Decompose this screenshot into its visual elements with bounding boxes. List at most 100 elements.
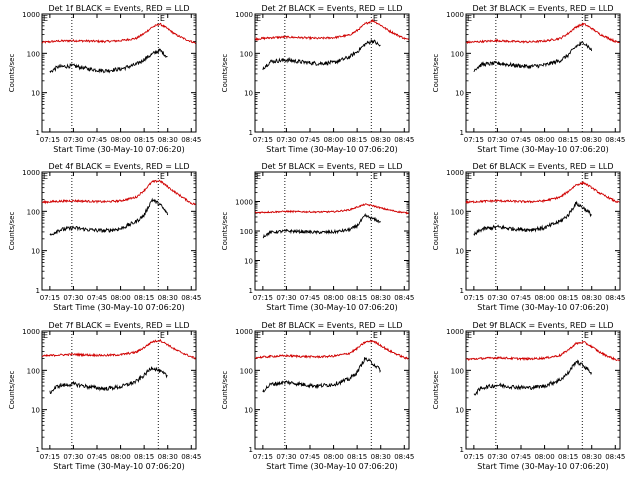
x-tick-label: 07:15 [253,136,273,144]
x-tick-label: 08:30 [371,294,391,302]
panel-title: Det 9f BLACK = Events, RED = LLD [472,321,613,330]
event-marker-label: E [43,14,48,23]
y-axis-label: Counts/sec [8,54,16,93]
event-marker-label: E [584,331,589,340]
panel-det-9: Det 9f BLACK = Events, RED = LLD Counts/s… [432,321,625,471]
x-tick-label: 08:00 [110,136,130,144]
event-marker-label: E [43,172,48,181]
x-tick-label: 08:30 [158,294,178,302]
x-tick-label: 07:30 [63,136,83,144]
x-tick-label: 08:30 [582,453,602,461]
panel-det-3: Det 3f BLACK = Events, RED = LLD Counts/s… [432,4,625,154]
y-tick-label: 10 [31,407,40,415]
x-tick-label: 07:30 [276,294,296,302]
event-marker-label: E [584,14,589,23]
series-lld-red [465,181,620,205]
plot-frame [41,330,197,450]
series-lld-red [41,179,196,206]
y-tick-label: 10 [455,248,464,256]
plot-frame [41,13,197,133]
x-tick-label: 08:00 [323,294,343,302]
y-axis-label: Counts/sec [8,212,16,251]
x-tick-label: 07:45 [87,294,107,302]
x-tick-label: 08:30 [158,453,178,461]
y-tick-label: 1000 [22,328,40,336]
y-tick-label: 1000 [446,169,464,177]
event-marker-label: E [373,331,378,340]
x-tick-label: 08:00 [110,294,130,302]
panel-det-5: Det 5f BLACK = Events, RED = LLD Counts/s… [221,162,414,312]
x-tick-label: 08:00 [110,453,130,461]
series-events-black [473,200,592,236]
series-events-black [262,357,381,393]
event-marker-label: E [584,172,589,181]
x-tick-label: 08:30 [371,453,391,461]
y-tick-label: 100 [451,367,464,375]
x-tick-label: 07:45 [300,136,320,144]
event-marker-label: E [467,331,472,340]
x-tick-label: 08:15 [558,453,578,461]
x-tick-label: 08:15 [134,136,154,144]
x-tick-label: 08:15 [347,294,367,302]
y-tick-label: 1 [249,287,253,295]
x-tick-label: 08:45 [181,294,201,302]
x-tick-label: 07:30 [276,453,296,461]
x-tick-label: 08:30 [582,294,602,302]
y-tick-label: 100 [27,367,40,375]
x-tick-label: 07:30 [487,294,507,302]
x-tick-label: 07:30 [276,136,296,144]
x-tick-label: 07:15 [40,294,60,302]
x-tick-label: 08:15 [134,294,154,302]
x-tick-label: 07:45 [511,136,531,144]
y-axis-label: Counts/sec [221,212,229,251]
panel-title: Det 5f BLACK = Events, RED = LLD [261,162,402,171]
event-marker-label: E [160,14,165,23]
x-tick-label: 08:30 [371,136,391,144]
panel-det-2: Det 2f BLACK = Events, RED = LLD Counts/s… [221,4,414,154]
y-tick-label: 100 [240,367,253,375]
series-events-black [262,38,381,71]
x-tick-label: 07:15 [464,136,484,144]
x-tick-label: 07:45 [300,453,320,461]
x-tick-label: 07:30 [487,136,507,144]
x-tick-label: 08:00 [534,136,554,144]
x-tick-label: 08:15 [134,453,154,461]
y-tick-label: 1000 [22,169,40,177]
x-tick-label: 08:15 [347,453,367,461]
y-tick-label: 100 [240,228,253,236]
x-tick-label: 08:45 [394,294,414,302]
x-tick-label: 08:00 [323,136,343,144]
series-lld-red [41,22,196,45]
series-lld-red [254,339,409,360]
panel-title: Det 2f BLACK = Events, RED = LLD [261,4,402,13]
series-lld-red [254,18,409,42]
x-tick-label: 08:00 [323,453,343,461]
event-marker-label: E [160,172,165,181]
x-tick-label: 08:45 [394,453,414,461]
plot-frame [465,13,621,133]
panel-det-6: Det 6f BLACK = Events, RED = LLD Counts/s… [432,162,625,312]
x-tick-label: 08:45 [605,294,625,302]
series-events-black [49,197,169,236]
y-tick-label: 10 [455,90,464,98]
plot-frame [254,13,410,133]
y-axis-label: Counts/sec [8,371,16,410]
x-tick-label: 07:45 [511,294,531,302]
x-axis-label: Start Time (30-May-10 07:06:20) [266,145,397,154]
x-axis-label: Start Time (30-May-10 07:06:20) [477,145,608,154]
y-tick-label: 100 [27,50,40,58]
y-tick-label: 100 [451,208,464,216]
x-tick-label: 07:15 [253,453,273,461]
event-marker-label: E [43,331,48,340]
y-tick-label: 10 [455,407,464,415]
plot-frame [41,171,197,291]
x-tick-label: 07:30 [63,294,83,302]
x-axis-label: Start Time (30-May-10 07:06:20) [53,145,184,154]
y-tick-label: 1000 [235,11,253,19]
x-tick-label: 07:30 [487,453,507,461]
x-tick-label: 08:15 [558,294,578,302]
x-axis-label: Start Time (30-May-10 07:06:20) [53,303,184,312]
series-events-black [473,41,593,73]
y-axis-label: Counts/sec [221,371,229,410]
